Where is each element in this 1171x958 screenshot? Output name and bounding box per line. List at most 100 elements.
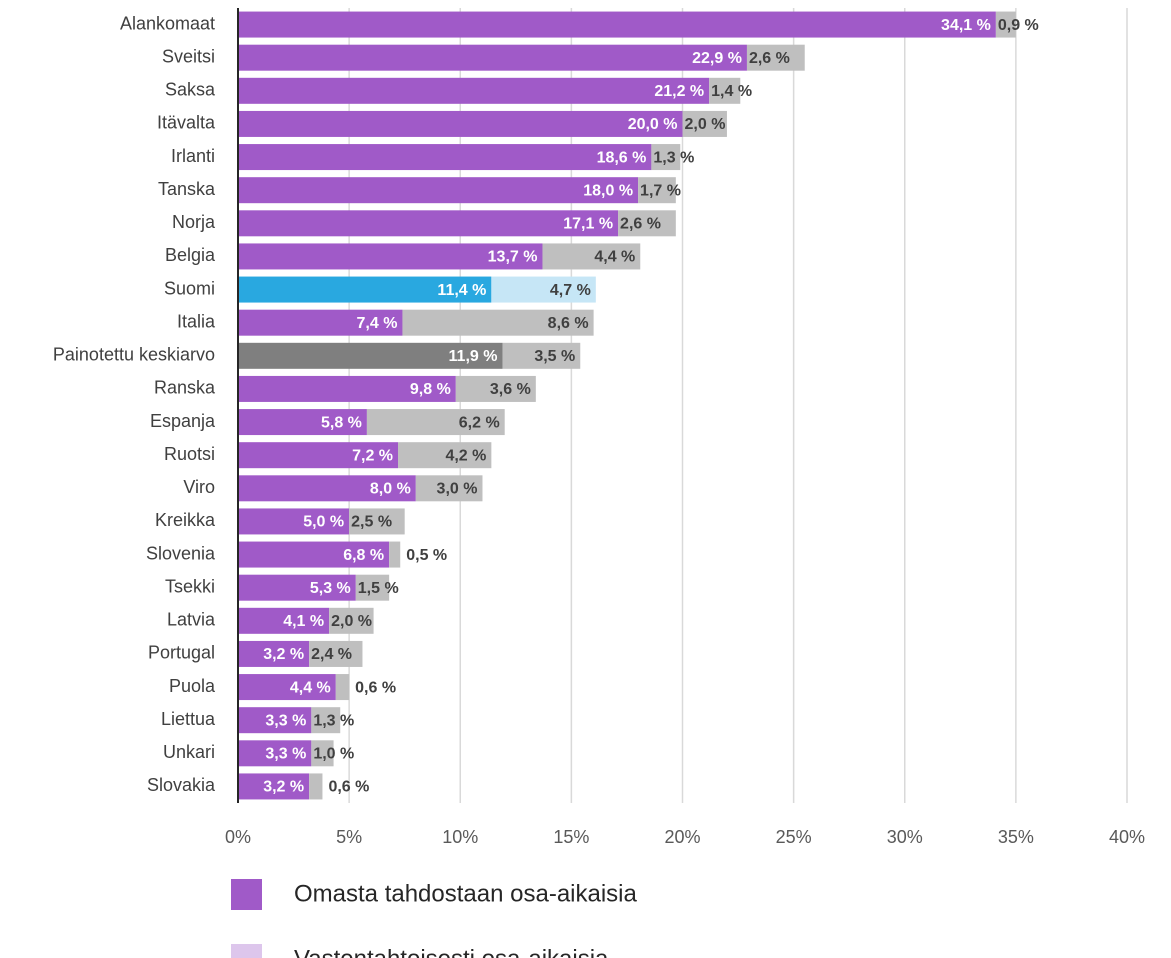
data-label-voluntary: 8,0 %	[370, 481, 411, 498]
bar-segment-involuntary	[746, 44, 805, 71]
data-label-voluntary: 5,3 %	[310, 580, 351, 597]
bar-segment-involuntary	[309, 640, 363, 667]
category-label: Itävalta	[157, 113, 216, 133]
bar-segment-involuntary	[651, 144, 681, 171]
data-label-voluntary: 11,9 %	[449, 348, 498, 365]
bar-segment-involuntary	[491, 276, 596, 303]
gridlines	[348, 8, 1128, 803]
category-label: Slovakia	[147, 775, 216, 795]
bar-segment-involuntary	[455, 375, 536, 402]
data-label-involuntary: 0,5 %	[406, 547, 447, 564]
category-label: Unkari	[163, 742, 215, 762]
data-label-involuntary: 2,6 %	[749, 50, 790, 67]
category-label: Alankomaat	[120, 13, 215, 33]
data-label-involuntary: 0,9 %	[998, 17, 1039, 34]
data-label-voluntary: 13,7 %	[488, 249, 538, 266]
data-label-voluntary: 3,3 %	[265, 746, 306, 763]
data-label-involuntary: 1,3 %	[313, 712, 354, 729]
legend-label-voluntary: Omasta tahdostaan osa-aikaisia	[294, 880, 638, 907]
category-label: Espanja	[150, 411, 216, 431]
bar-segment-involuntary	[995, 11, 1016, 38]
data-label-involuntary: 3,5 %	[534, 348, 575, 365]
category-label: Tsekki	[165, 576, 215, 596]
legend: Omasta tahdostaan osa-aikaisia Vastentaht…	[231, 879, 638, 958]
bar-segment-voluntary	[238, 276, 492, 303]
bar-segment-voluntary	[238, 210, 619, 237]
bar-segment-voluntary	[238, 144, 652, 171]
bar-segment-involuntary	[502, 342, 581, 369]
bar-segment-voluntary	[238, 574, 356, 601]
category-label: Viro	[183, 477, 215, 497]
category-labels: Alankomaat Sveitsi Saksa Itävalta Irlanti Tan…	[53, 13, 216, 795]
data-label-involuntary: 4,2 %	[445, 447, 486, 464]
category-label: Portugal	[148, 643, 215, 663]
bar-segment-involuntary	[311, 740, 334, 767]
category-label: Ranska	[154, 378, 216, 398]
bar-segment-voluntary	[238, 110, 683, 137]
bar-segment-voluntary	[238, 243, 543, 270]
bar-segment-involuntary	[682, 110, 727, 137]
bar-segment-voluntary	[238, 375, 456, 402]
data-label-involuntary: 1,0 %	[313, 746, 354, 763]
category-label: Irlanti	[171, 146, 215, 166]
data-label-voluntary: 6,8 %	[343, 547, 384, 564]
data-label-involuntary: 2,4 %	[311, 646, 352, 663]
data-label-involuntary: 0,6 %	[328, 779, 369, 796]
data-label-voluntary: 9,8 %	[410, 381, 451, 398]
category-label: Belgia	[165, 245, 216, 265]
bar-segment-voluntary	[238, 342, 503, 369]
bar-segment-voluntary	[238, 177, 639, 204]
bar-segment-voluntary	[238, 607, 330, 634]
x-tick-label: 0%	[225, 827, 251, 847]
data-label-involuntary: 3,6 %	[490, 381, 531, 398]
category-label: Italia	[177, 311, 216, 331]
category-label: Kreikka	[155, 510, 216, 530]
bar-segment-voluntary	[238, 309, 403, 336]
x-tick-label: 35%	[998, 827, 1034, 847]
data-label-voluntary: 3,3 %	[265, 712, 306, 729]
bar-segment-involuntary	[402, 309, 594, 336]
category-label: Latvia	[167, 610, 216, 630]
data-label-involuntary: 4,7 %	[550, 282, 591, 299]
bar-segment-involuntary	[329, 607, 374, 634]
bar-segment-voluntary	[238, 409, 367, 436]
x-tick-label: 15%	[553, 827, 589, 847]
data-label-voluntary: 4,4 %	[290, 679, 331, 696]
data-label-voluntary: 4,1 %	[283, 613, 324, 630]
bar-segment-involuntary	[311, 707, 341, 734]
data-label-voluntary: 22,9 %	[692, 50, 742, 67]
bar-segment-involuntary	[618, 210, 676, 237]
bar-segment-involuntary	[335, 674, 350, 701]
data-label-voluntary: 3,2 %	[263, 779, 304, 796]
data-label-involuntary: 1,3 %	[653, 149, 694, 166]
data-label-voluntary: 18,0 %	[583, 182, 633, 199]
bars: 34,1 % 0,9 % 22,9 % 2,6 % 21,2 % 1,4 % 20,0 % 2…	[238, 11, 1039, 800]
bar-segment-voluntary	[238, 44, 747, 71]
data-label-involuntary: 1,5 %	[358, 580, 399, 597]
data-label-involuntary: 1,7 %	[640, 182, 681, 199]
data-label-voluntary: 34,1 %	[941, 17, 991, 34]
bar-segment-voluntary	[238, 674, 336, 701]
category-label: Ruotsi	[164, 444, 215, 464]
legend-swatch-involuntary	[231, 944, 262, 958]
data-label-involuntary: 2,5 %	[351, 514, 392, 531]
bar-segment-voluntary	[238, 77, 710, 104]
data-label-voluntary: 20,0 %	[628, 116, 678, 133]
x-tick-label: 5%	[336, 827, 362, 847]
data-label-involuntary: 4,4 %	[594, 249, 635, 266]
data-label-involuntary: 8,6 %	[548, 315, 589, 332]
data-label-involuntary: 2,0 %	[331, 613, 372, 630]
x-tick-label: 10%	[442, 827, 478, 847]
bar-segment-involuntary	[389, 541, 401, 568]
data-label-voluntary: 5,8 %	[321, 414, 362, 431]
bar-segment-voluntary	[238, 11, 996, 38]
bar-segment-involuntary	[709, 77, 741, 104]
data-label-voluntary: 3,2 %	[263, 646, 304, 663]
category-label: Suomi	[164, 278, 215, 298]
category-label: Liettua	[161, 709, 216, 729]
bar-segment-voluntary	[238, 740, 312, 767]
data-label-voluntary: 11,4 %	[437, 282, 486, 299]
data-label-involuntary: 3,0 %	[437, 481, 478, 498]
category-label: Puola	[169, 676, 216, 696]
